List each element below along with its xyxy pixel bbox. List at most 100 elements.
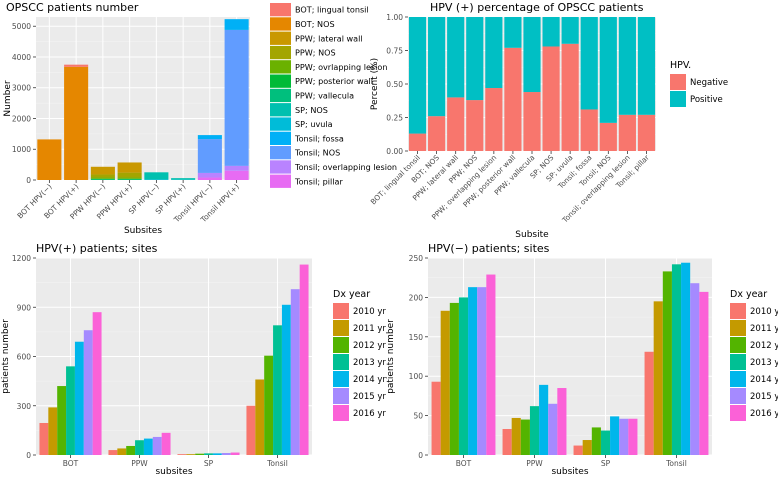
legend-label: Tonsil; fossa [294,133,344,143]
legend-label: 2012 yr [353,341,386,351]
y-tick-label: 0 [26,451,31,460]
legend-swatch [333,354,349,370]
bar [561,17,579,44]
bar [264,355,274,455]
bar [64,66,89,180]
bar [504,47,522,151]
bar [117,162,142,173]
legend-swatch [333,303,349,319]
bar [90,178,115,180]
bar [90,177,115,179]
y-tick-label: 0 [418,451,423,460]
legend-label: 2013 yr [353,358,386,368]
bar [618,114,636,151]
bar [542,46,560,152]
bar [681,262,691,455]
bar [273,325,282,455]
bar [117,177,142,179]
bar [117,172,142,178]
bar [117,179,142,180]
bar [671,264,682,455]
legend-label: 2015 yr [353,392,386,402]
x-tick-label: BOT [456,459,472,468]
bar [529,406,540,455]
legend-label: 2013 yr [750,358,778,368]
legend-swatch [270,103,291,117]
bar [468,287,478,455]
legend-title: Dx year [730,289,767,300]
y-tick-label: 300 [17,402,32,411]
bar [197,135,222,140]
legend-label: BOT; lingual tonsil [295,5,369,15]
y-tick-label: 600 [17,353,32,362]
bar [582,440,592,455]
chart-title: HPV (+) percentage of OPSCC patients [430,1,644,14]
legend-label: 2016 yr [750,409,778,419]
y-tick-label: 150 [409,333,424,342]
legend-label: 2011 yr [353,324,386,334]
bar [408,17,427,134]
bar [161,432,171,455]
x-tick-label: Tonsil [266,459,288,468]
bar [485,17,503,89]
bar [117,448,127,455]
legend-swatch [270,117,291,131]
bar [690,283,700,455]
bar [281,304,291,455]
y-tick-label: 2000 [12,114,31,123]
y-tick-label: 1200 [12,254,31,263]
legend-label: 2014 yr [353,375,386,385]
bar [224,170,249,180]
bar [230,452,240,455]
bar [197,139,222,173]
bar [428,116,446,151]
bar [108,450,118,455]
bar [699,291,709,455]
bar [221,453,231,455]
chart-title: HPV(−) patients; sites [428,242,550,255]
bar [90,166,115,175]
y-tick-label: 250 [409,254,424,263]
x-axis-label: subsites [551,467,588,477]
legend-swatch [270,45,291,60]
bar [619,418,629,455]
legend-label: BOT; NOS [295,19,335,29]
bar [486,274,496,455]
legend-swatch [270,60,291,74]
legend-label: 2012 yr [750,341,778,351]
legend-swatch [670,74,686,90]
bar [255,379,265,455]
bar [485,88,503,151]
legend: Dx year 2010 yr 2011 yr 2012 yr 2013 yr 2014 … [730,289,778,421]
bar [144,172,169,180]
legend-swatch [270,131,291,145]
legend-label: Tonsil; NOS [294,148,340,158]
bar [224,19,249,30]
legend-swatch [730,320,746,336]
y-tick-label: 0.75 [386,47,403,56]
legend-label: Tonsil; overlapping lesion [294,162,397,172]
x-tick-label: SP [204,459,214,468]
legend: Dx year 2010 yr 2011 yr 2012 yr 2013 yr 2014 … [333,289,386,421]
legend-label: Negative [690,78,728,88]
bar [246,405,256,455]
legend-label: 2015 yr [750,392,778,402]
bar [152,436,162,455]
bar [74,341,84,455]
y-tick-label: 0 [26,176,31,185]
bar [204,453,213,455]
legend-swatch [730,354,746,370]
legend-label: 2011 yr [750,324,778,334]
legend-label: 2010 yr [750,307,778,317]
legend-label: PPW; posterior wall [295,76,373,86]
y-tick-label: 200 [409,293,424,302]
bar [117,178,142,180]
x-tick-label: SP [601,459,611,468]
bar [466,17,484,101]
bar [548,403,558,455]
y-tick-label: 0.00 [386,147,403,156]
legend-label: PPW; ovrlapping lesion [295,62,387,72]
chart-title: HPV(+) patients; sites [36,242,158,255]
